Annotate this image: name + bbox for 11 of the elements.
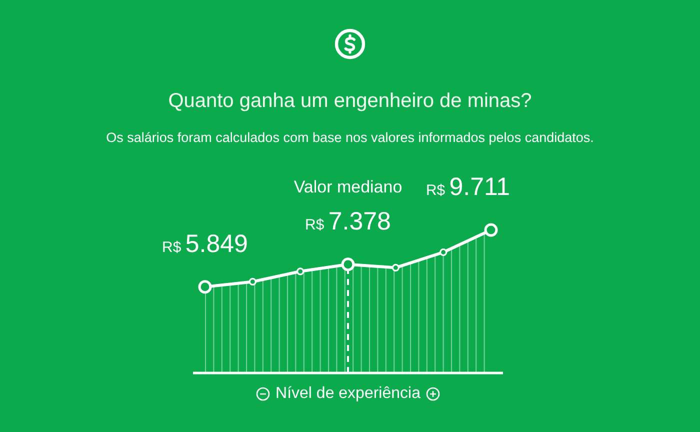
data-label: R$ 5.849 — [162, 230, 248, 258]
point — [392, 264, 400, 272]
data-label: R$ 7.378 — [305, 207, 391, 236]
chart-subtitle: Os salários foram calculados com base nos valores informados pelos candidatos. — [105, 129, 595, 147]
point — [296, 268, 304, 276]
x-axis-title: Nível de experiência — [276, 384, 420, 404]
text: Valor mediano — [294, 177, 402, 196]
point — [248, 278, 256, 286]
chart-title: Quanto ganha um engenheiro de minas? — [167, 89, 533, 114]
point — [440, 248, 448, 256]
data-label: R$ 9.711 — [426, 173, 510, 201]
